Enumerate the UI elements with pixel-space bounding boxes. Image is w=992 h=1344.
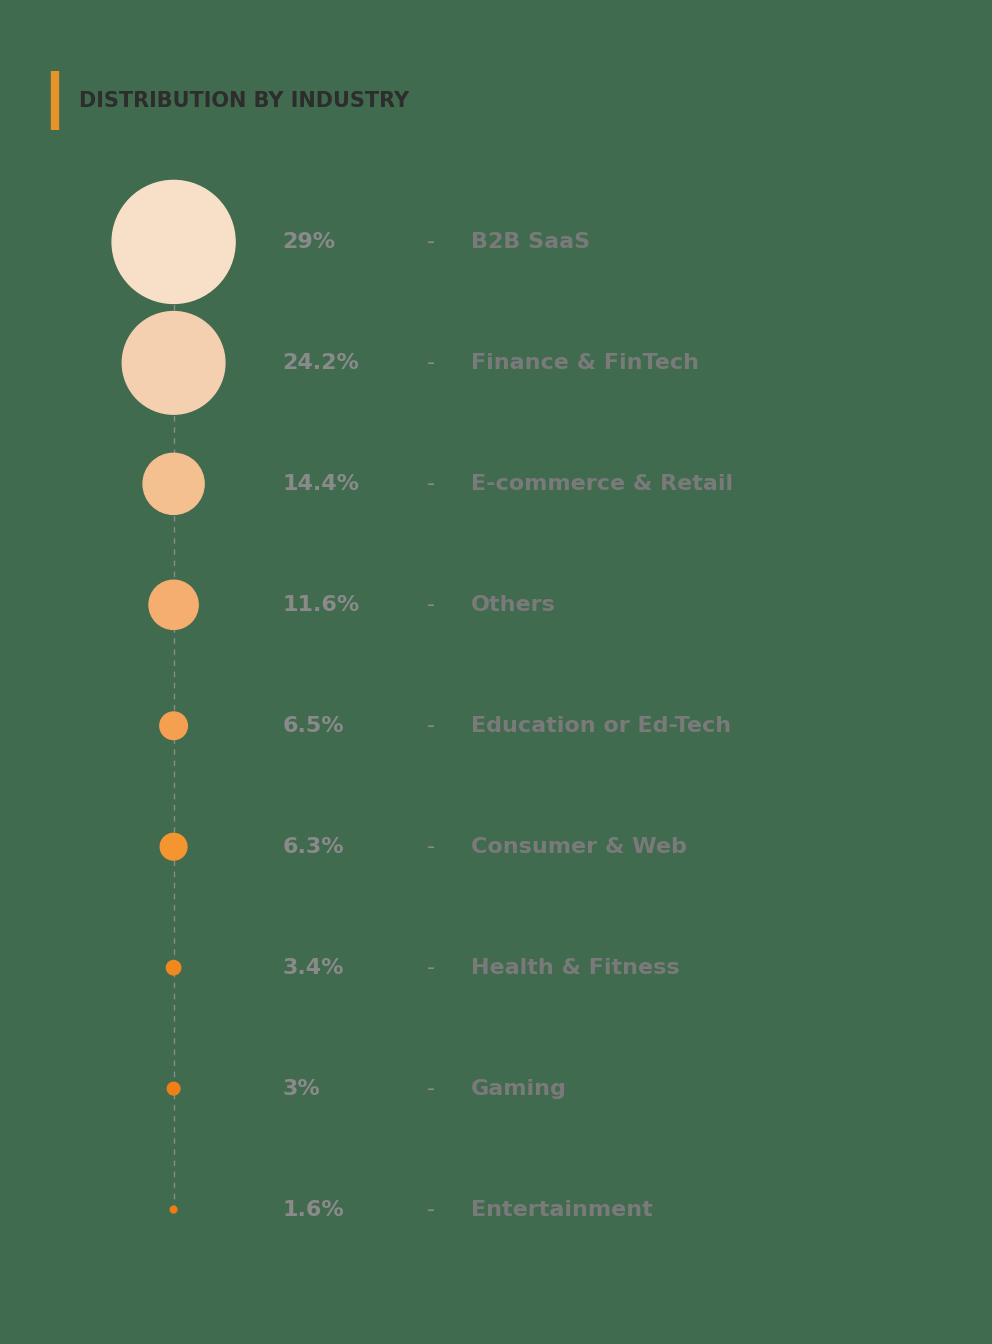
Text: 3.4%: 3.4% <box>283 958 344 977</box>
Text: -: - <box>427 1079 434 1098</box>
Text: 24.2%: 24.2% <box>283 353 359 372</box>
Text: -: - <box>427 716 434 735</box>
Text: Entertainment: Entertainment <box>471 1200 653 1219</box>
Text: Education or Ed-Tech: Education or Ed-Tech <box>471 716 731 735</box>
Text: Health & Fitness: Health & Fitness <box>471 958 680 977</box>
Text: B2B SaaS: B2B SaaS <box>471 233 590 251</box>
Text: -: - <box>427 958 434 977</box>
Text: 3%: 3% <box>283 1079 320 1098</box>
Text: -: - <box>427 474 434 493</box>
Text: Consumer & Web: Consumer & Web <box>471 837 687 856</box>
Text: 29%: 29% <box>283 233 336 251</box>
Text: 14.4%: 14.4% <box>283 474 360 493</box>
Text: E-commerce & Retail: E-commerce & Retail <box>471 474 733 493</box>
Text: -: - <box>427 1200 434 1219</box>
Text: DISTRIBUTION BY INDUSTRY: DISTRIBUTION BY INDUSTRY <box>79 91 410 110</box>
Text: 11.6%: 11.6% <box>283 595 360 614</box>
Text: -: - <box>427 837 434 856</box>
Text: 1.6%: 1.6% <box>283 1200 344 1219</box>
Text: Others: Others <box>471 595 557 614</box>
Text: 6.5%: 6.5% <box>283 716 344 735</box>
Text: Finance & FinTech: Finance & FinTech <box>471 353 699 372</box>
Text: -: - <box>427 353 434 372</box>
Text: -: - <box>427 233 434 251</box>
Text: -: - <box>427 595 434 614</box>
Text: Gaming: Gaming <box>471 1079 567 1098</box>
Text: 6.3%: 6.3% <box>283 837 344 856</box>
